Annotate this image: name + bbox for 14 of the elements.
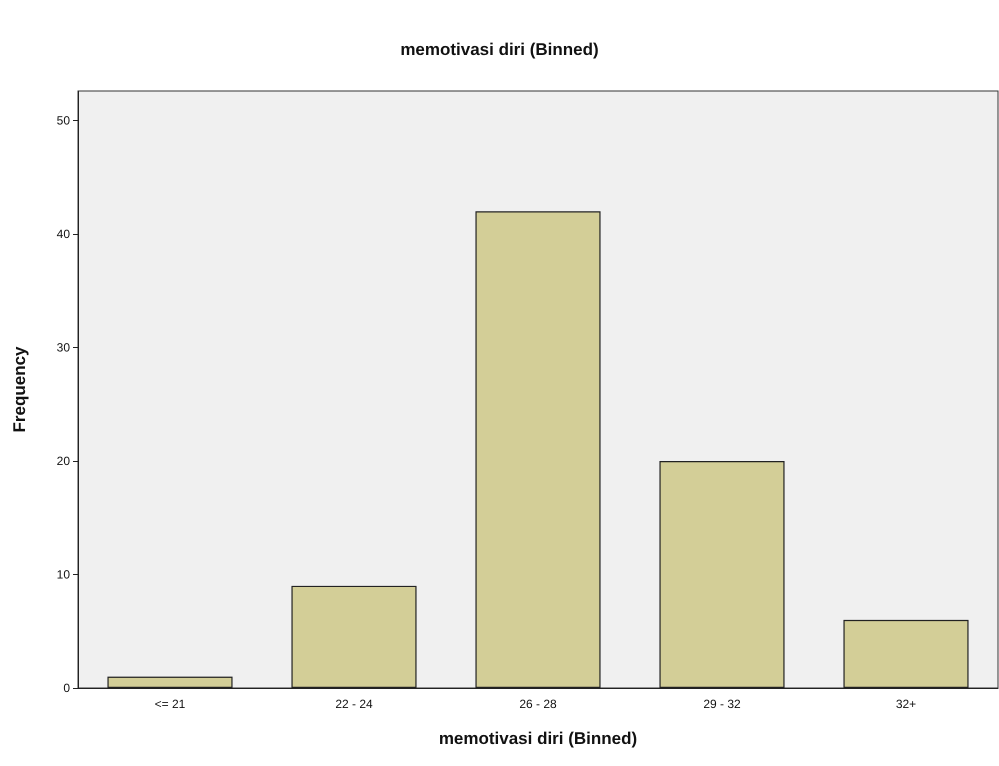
y-tick-label: 50	[56, 114, 70, 128]
x-tick-label: 32+	[896, 697, 916, 711]
y-tick-label: 10	[56, 568, 70, 582]
x-tick-label: <= 21	[154, 697, 186, 711]
x-tick-label: 26 - 28	[519, 697, 558, 711]
y-tick-label: 30	[56, 340, 70, 355]
x-axis-title: memotivasi diri (Binned)	[438, 729, 638, 748]
x-tick-label: 22 - 24	[335, 697, 374, 711]
y-tick-label: 20	[56, 454, 70, 468]
x-tick-label: 29 - 32	[703, 697, 742, 711]
chart-title: memotivasi diri (Binned)	[400, 40, 599, 59]
y-axis-title: Frequency	[10, 346, 29, 432]
y-tick-label: 40	[56, 227, 70, 242]
y-tick-label: 0	[63, 681, 70, 695]
